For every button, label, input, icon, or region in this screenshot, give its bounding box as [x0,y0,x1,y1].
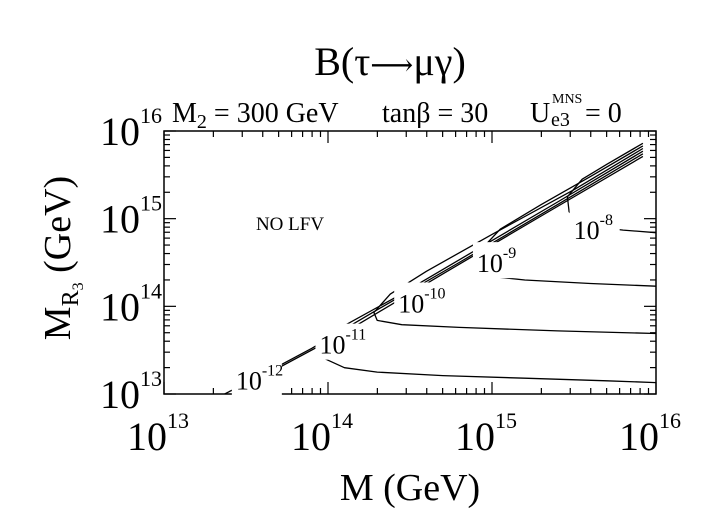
contour-label-exponent: -12 [262,363,283,380]
contour-label-exponent: -11 [345,327,366,344]
contour-label: 10-12 [236,363,283,396]
contour-label-backdrop [394,282,445,319]
subtitle-ue3: U [530,98,550,129]
subtitle-tanbeta-value: = 30 [430,98,488,129]
subtitle-m2-sub: 2 [197,111,207,133]
y-tick-label-base: 10 [100,284,140,329]
axis-ticks [163,130,657,395]
x-tick-label-exponent: 16 [659,408,681,433]
y-tick-label: 1015 [100,191,162,242]
contour-label-base: 10 [319,331,345,360]
x-tick-label-exponent: 14 [331,408,353,433]
contour-label-exponent: -9 [503,245,516,262]
x-tick-label-exponent: 15 [495,408,517,433]
contour-label-backdrop [231,359,282,396]
y-label-sub: R [58,290,84,306]
plot-frame [163,130,657,395]
contour-line-4 [238,153,644,395]
y-tick-label: 1016 [100,103,162,154]
y-tick-label-base: 10 [100,197,140,242]
contour-label-base: 10 [236,367,262,396]
contour-label-base: 10 [574,216,600,245]
subtitle-tanbeta-pre: tan [382,98,416,129]
contour-label: 10-8 [574,212,613,245]
title-base: B( [314,39,354,84]
y-label-unit: (GeV) [37,176,79,283]
title-gamma: γ [434,39,453,84]
contour-line-2 [373,147,657,335]
contour-label-base: 10 [398,289,424,318]
y-label-letter: M [37,306,79,340]
subtitle-m2: M2 = 300 GeV [172,98,339,133]
contour-label-exponent: -10 [424,285,445,302]
no-lfv-label: NO LFV [256,214,324,235]
y-tick-label: 1014 [100,278,162,329]
contour-label: 10-9 [477,245,516,278]
chart-title: B(τ⟶μγ) [314,39,466,84]
contour-label-base: 10 [477,249,503,278]
y-tick-label-exponent: 16 [140,103,162,128]
contour-label-backdrop [569,208,620,245]
y-tick-label-base: 10 [100,109,140,154]
title-arrow: ⟶ [370,49,413,82]
subtitle-m2-value: = 300 GeV [207,98,339,129]
y-tick-label-exponent: 15 [140,191,162,216]
subtitle-tanbeta: tanβ = 30 [382,98,488,129]
x-tick-label-base: 10 [619,414,659,459]
x-tick-label-exponent: 13 [167,408,189,433]
x-tick-label: 1015 [455,408,517,459]
subtitle-m2-letter: M [172,98,197,129]
contour-curves [224,142,657,395]
y-tick-label-exponent: 13 [140,366,162,391]
y-label-subsub: 3 [70,282,87,290]
subtitle-ue3-sub: e3 [551,109,570,131]
y-tick-label-base: 10 [100,372,140,417]
subtitle-ue3-value: = 0 [585,98,622,129]
x-tick-label-base: 10 [291,414,331,459]
subtitle-ue3-letter: U [530,98,550,129]
x-tick-label-base: 10 [455,414,495,459]
y-axis-label: MR3 (GeV) [37,176,87,340]
contour-label-exponent: -8 [600,212,613,229]
x-axis-label: M (GeV) [340,467,480,509]
y-tick-label-exponent: 14 [140,278,162,303]
title-close: ) [452,39,465,84]
svg-text:MR3 (GeV): MR3 (GeV) [37,176,87,340]
title-tau: τ [354,39,370,84]
subtitle-tanbeta-beta: β [416,98,430,129]
contour-label: 10-10 [398,285,445,318]
subtitle-ue3-sup: MNS [552,92,582,107]
contour-label: 10-11 [319,327,366,360]
contour-label-backdrop [315,323,366,360]
x-tick-label: 1016 [619,408,681,459]
x-tick-label-base: 10 [127,414,167,459]
x-tick-label: 1014 [291,408,353,459]
y-tick-label: 1013 [100,366,162,417]
x-tick-label: 1013 [127,408,189,459]
contour-label-backdrop [472,242,523,279]
title-mu: μ [413,39,434,84]
